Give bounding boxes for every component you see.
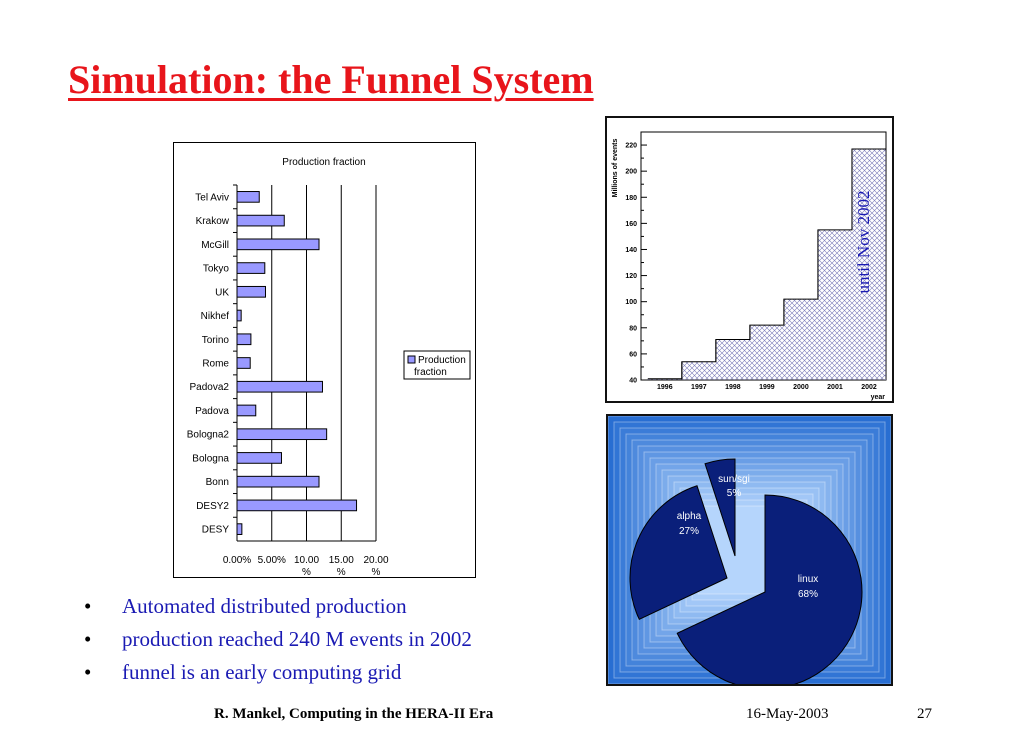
pie-value: 27% [679, 526, 699, 537]
x-tick-label: 0.00% [223, 555, 251, 566]
x-tick-label: 1998 [725, 384, 741, 391]
events-step-chart: 40 60 80 100 120 140 160 180 200 220 1996 1997 1998 1… [612, 131, 887, 401]
bar [236, 262, 266, 274]
step-line [647, 148, 886, 380]
y-tick-label: 60 [629, 351, 637, 358]
x-tick-label: 20.00% [363, 555, 388, 577]
y-axis-label: Millions of events [612, 139, 619, 198]
pie-chart-panel: linux 68% alpha 27% sun/sgi 5% [606, 414, 893, 690]
os-pie-chart: linux 68% alpha 27% sun/sgi 5% [607, 415, 892, 690]
pie-slice-alpha [629, 485, 728, 620]
category-label: Bologna2 [187, 430, 230, 441]
y-tick-label: 80 [629, 325, 637, 332]
y-tick-label: 40 [629, 378, 637, 385]
category-label: Padova [195, 406, 229, 417]
x-tick-label: 1997 [691, 384, 707, 391]
bullet-item: • production reached 240 M events in 2002 [84, 627, 472, 651]
x-tick-label: 2001 [827, 384, 843, 391]
bullet-icon: • [84, 660, 92, 684]
bar [236, 499, 358, 512]
y-tick-label: 120 [625, 273, 637, 280]
bar [236, 214, 285, 227]
annotation-until-nov-2002: until Nov 2002 [854, 191, 873, 294]
pie-value: 68% [798, 589, 818, 600]
category-label: Krakow [196, 216, 230, 227]
bar [236, 523, 243, 535]
bar [236, 404, 257, 417]
legend: Production fraction [403, 350, 471, 380]
y-tick-label: 200 [625, 169, 637, 176]
y-tick-label: 160 [625, 221, 637, 228]
footer-date: 16-May-2003 [746, 706, 829, 722]
category-label: McGill [201, 240, 229, 251]
category-label: Padova2 [190, 382, 230, 393]
bar-chart-panel: Production fraction Tel Aviv Krakow McGill T… [173, 142, 476, 578]
bar [236, 475, 320, 488]
bullet-icon: • [84, 594, 92, 618]
x-tick-label: 5.00% [258, 555, 286, 566]
x-tick-label: 10.00% [294, 555, 319, 577]
category-label: Nikhef [201, 311, 230, 322]
bullet-list: • Automated distributed production • produ… [84, 592, 472, 691]
pie-slice-sun-sgi [704, 458, 736, 557]
pie-slice-linux [676, 494, 863, 690]
category-label: Bologna [192, 453, 229, 464]
bar [236, 380, 323, 393]
category-label: Torino [202, 335, 230, 346]
production-fraction-chart: Production fraction Tel Aviv Krakow McGill T… [187, 157, 471, 578]
category-label: Tel Aviv [195, 192, 229, 203]
category-label: UK [215, 287, 229, 298]
bullet-item: • Automated distributed production [84, 594, 407, 618]
bar [236, 238, 320, 251]
step-area [647, 148, 886, 380]
footer-page: 27 [917, 706, 932, 722]
legend-label: Production fraction [414, 355, 466, 378]
x-tick-label: 2000 [793, 384, 809, 391]
y-tick-label: 100 [625, 299, 637, 306]
bullet-icon: • [84, 627, 92, 651]
pie-label: sun/sgi [718, 474, 750, 485]
bar [236, 428, 328, 441]
bar [236, 333, 252, 346]
bar [236, 285, 266, 298]
bullet-item: • funnel is an early computing grid [84, 660, 402, 684]
bar [236, 191, 260, 203]
y-tick-label: 140 [625, 247, 637, 254]
x-tick-label: 15.00% [329, 555, 354, 577]
x-tick-label: 2002 [861, 384, 877, 391]
x-tick-label: 1999 [759, 384, 775, 391]
slide-title: Simulation: the Funnel System [68, 57, 594, 102]
pie-value: 5% [727, 488, 742, 499]
category-label: Rome [202, 359, 229, 370]
y-tick-label: 220 [625, 143, 637, 150]
x-axis-label: year [871, 394, 886, 401]
category-label: DESY [202, 525, 230, 536]
bar [236, 452, 282, 464]
footer-author: R. Mankel, Computing in the HERA-II Era [214, 706, 494, 722]
pie-label: alpha [677, 511, 702, 522]
y-tick-label: 180 [625, 195, 637, 202]
bar [236, 309, 242, 322]
pie-label: linux [798, 574, 819, 585]
category-label: DESY2 [196, 501, 229, 512]
category-label: Tokyo [203, 264, 230, 275]
events-chart-panel: 40 60 80 100 120 140 160 180 200 220 1996 1997 1998 1… [605, 116, 894, 403]
x-tick-label: 1996 [657, 384, 673, 391]
legend-swatch [407, 355, 416, 364]
bar [236, 357, 251, 369]
chart-title: Production fraction [282, 157, 365, 168]
category-label: Bonn [206, 477, 229, 488]
